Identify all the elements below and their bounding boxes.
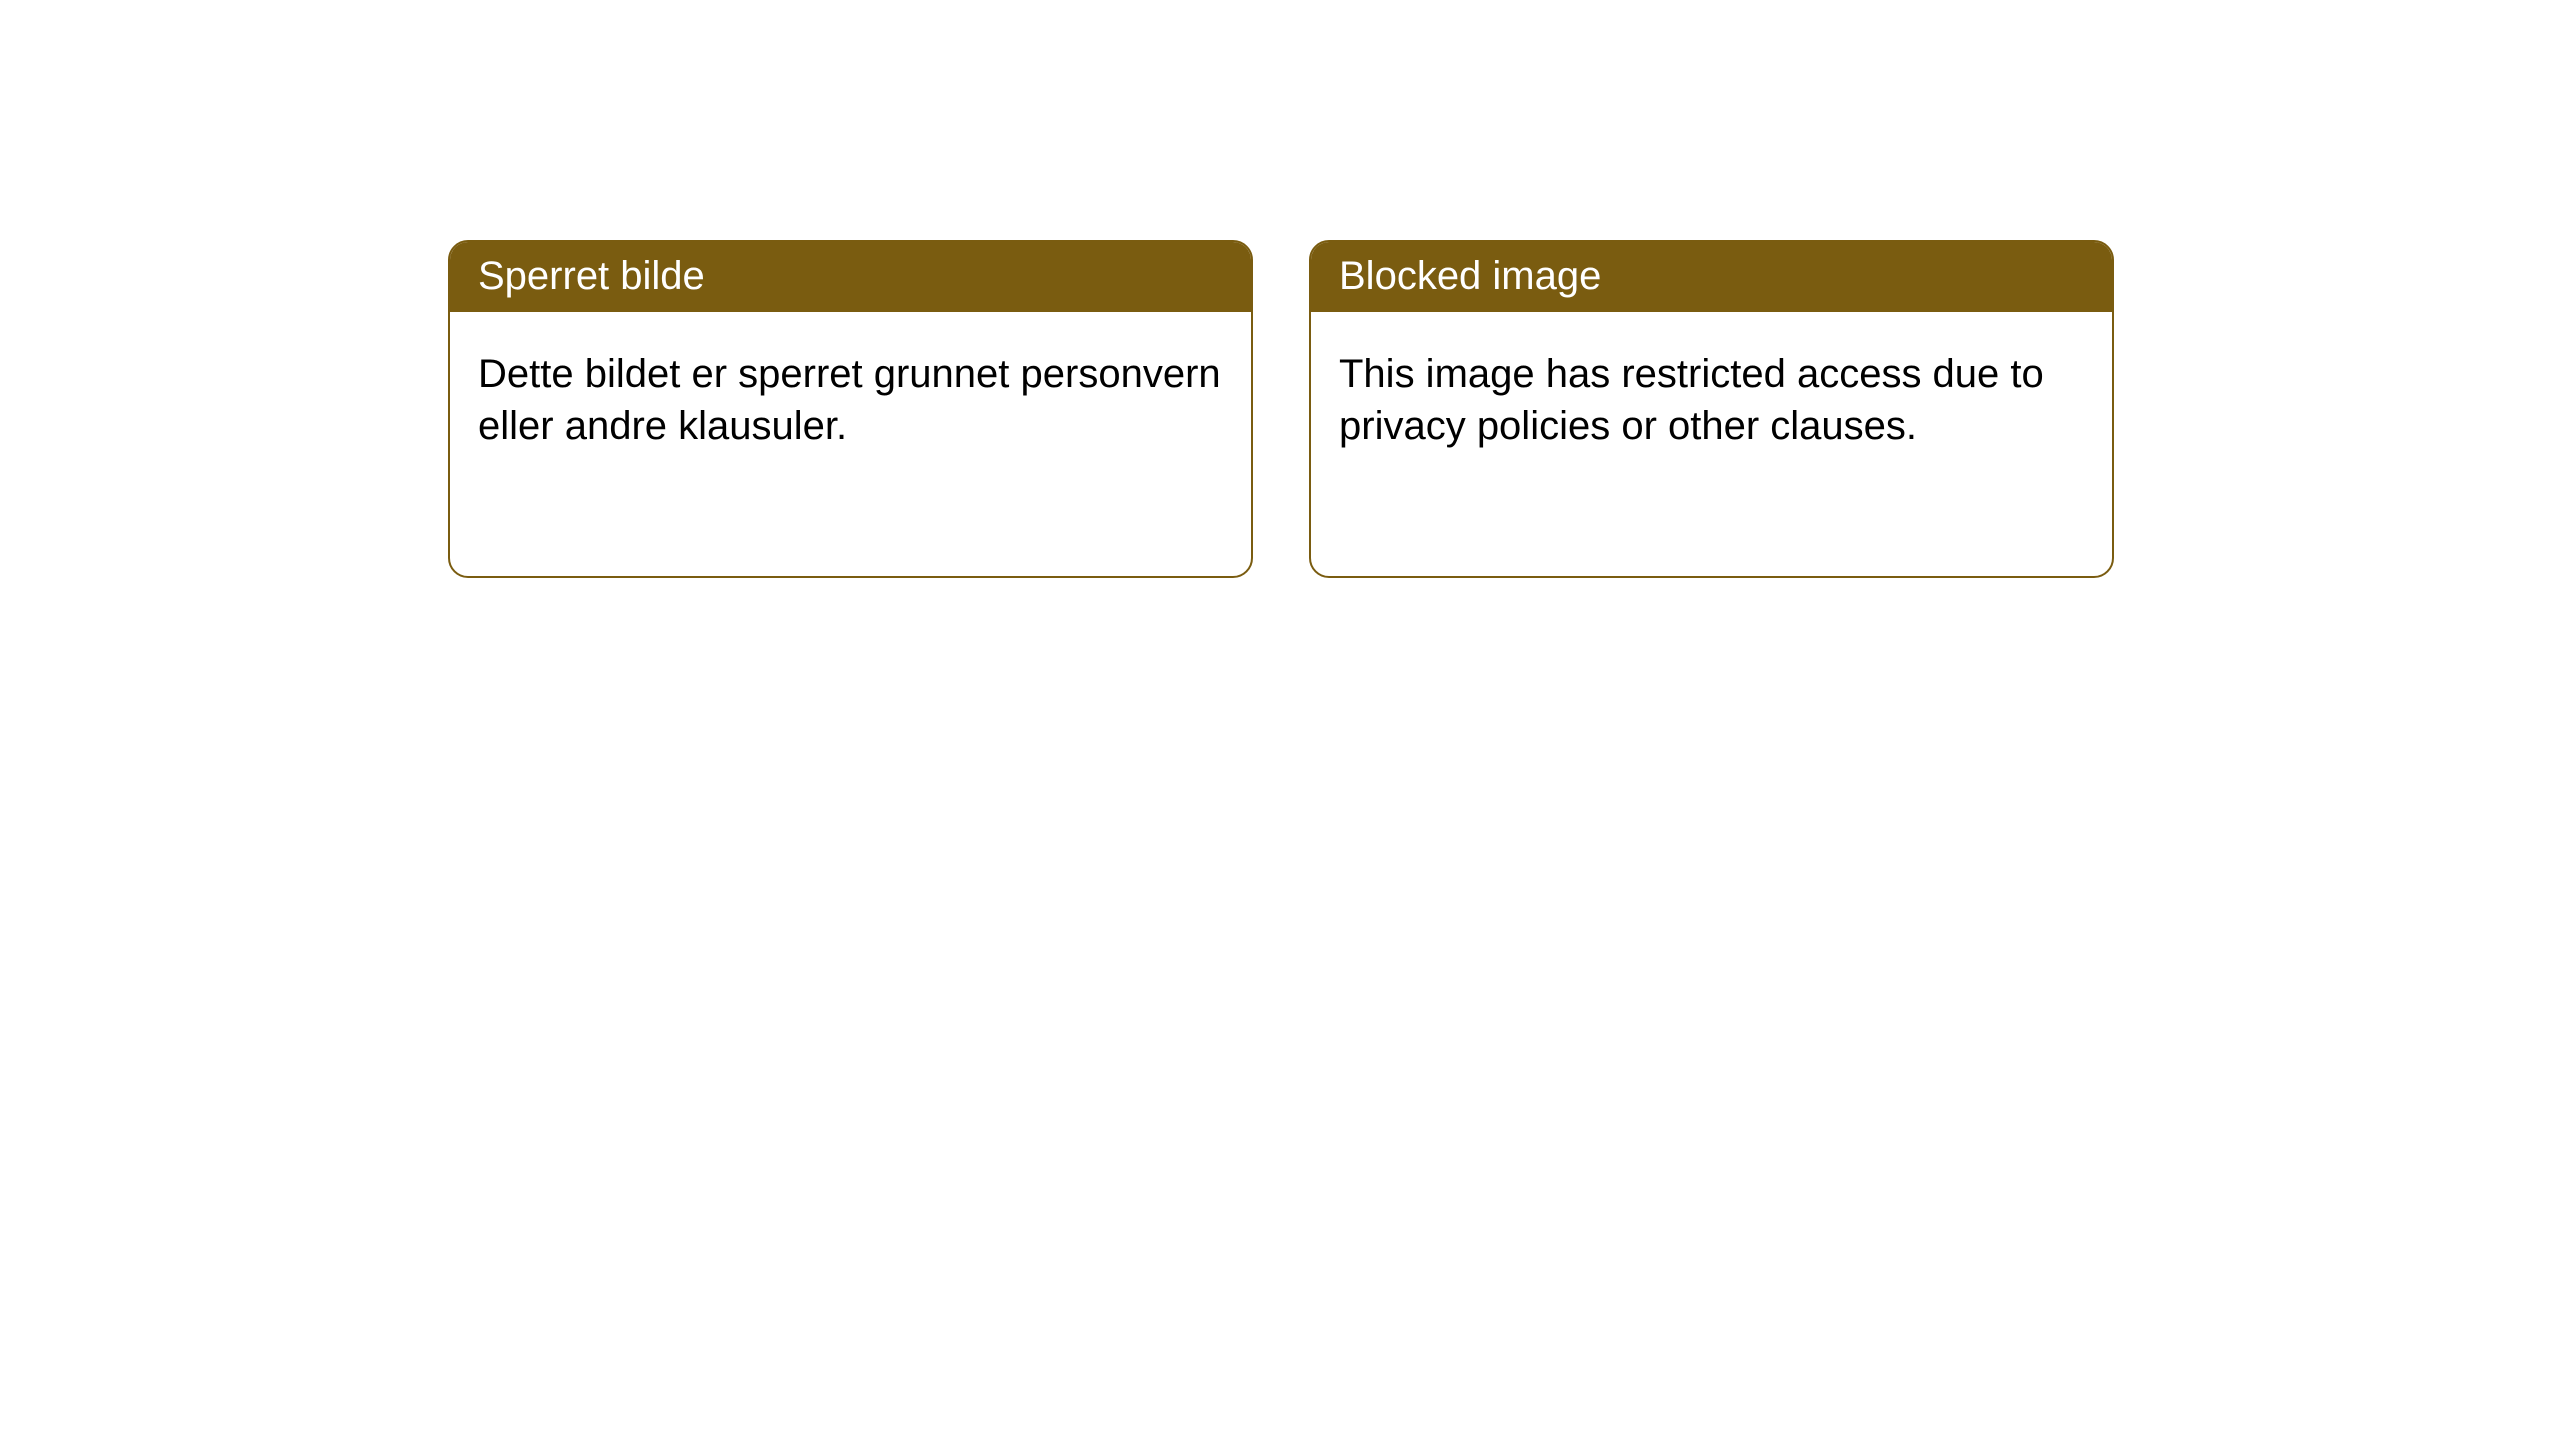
notice-container: Sperret bilde Dette bildet er sperret gr…: [0, 0, 2560, 578]
notice-card-english: Blocked image This image has restricted …: [1309, 240, 2114, 578]
notice-body: Dette bildet er sperret grunnet personve…: [450, 312, 1251, 488]
notice-body: This image has restricted access due to …: [1311, 312, 2112, 488]
notice-header: Blocked image: [1311, 242, 2112, 312]
notice-card-norwegian: Sperret bilde Dette bildet er sperret gr…: [448, 240, 1253, 578]
notice-header: Sperret bilde: [450, 242, 1251, 312]
